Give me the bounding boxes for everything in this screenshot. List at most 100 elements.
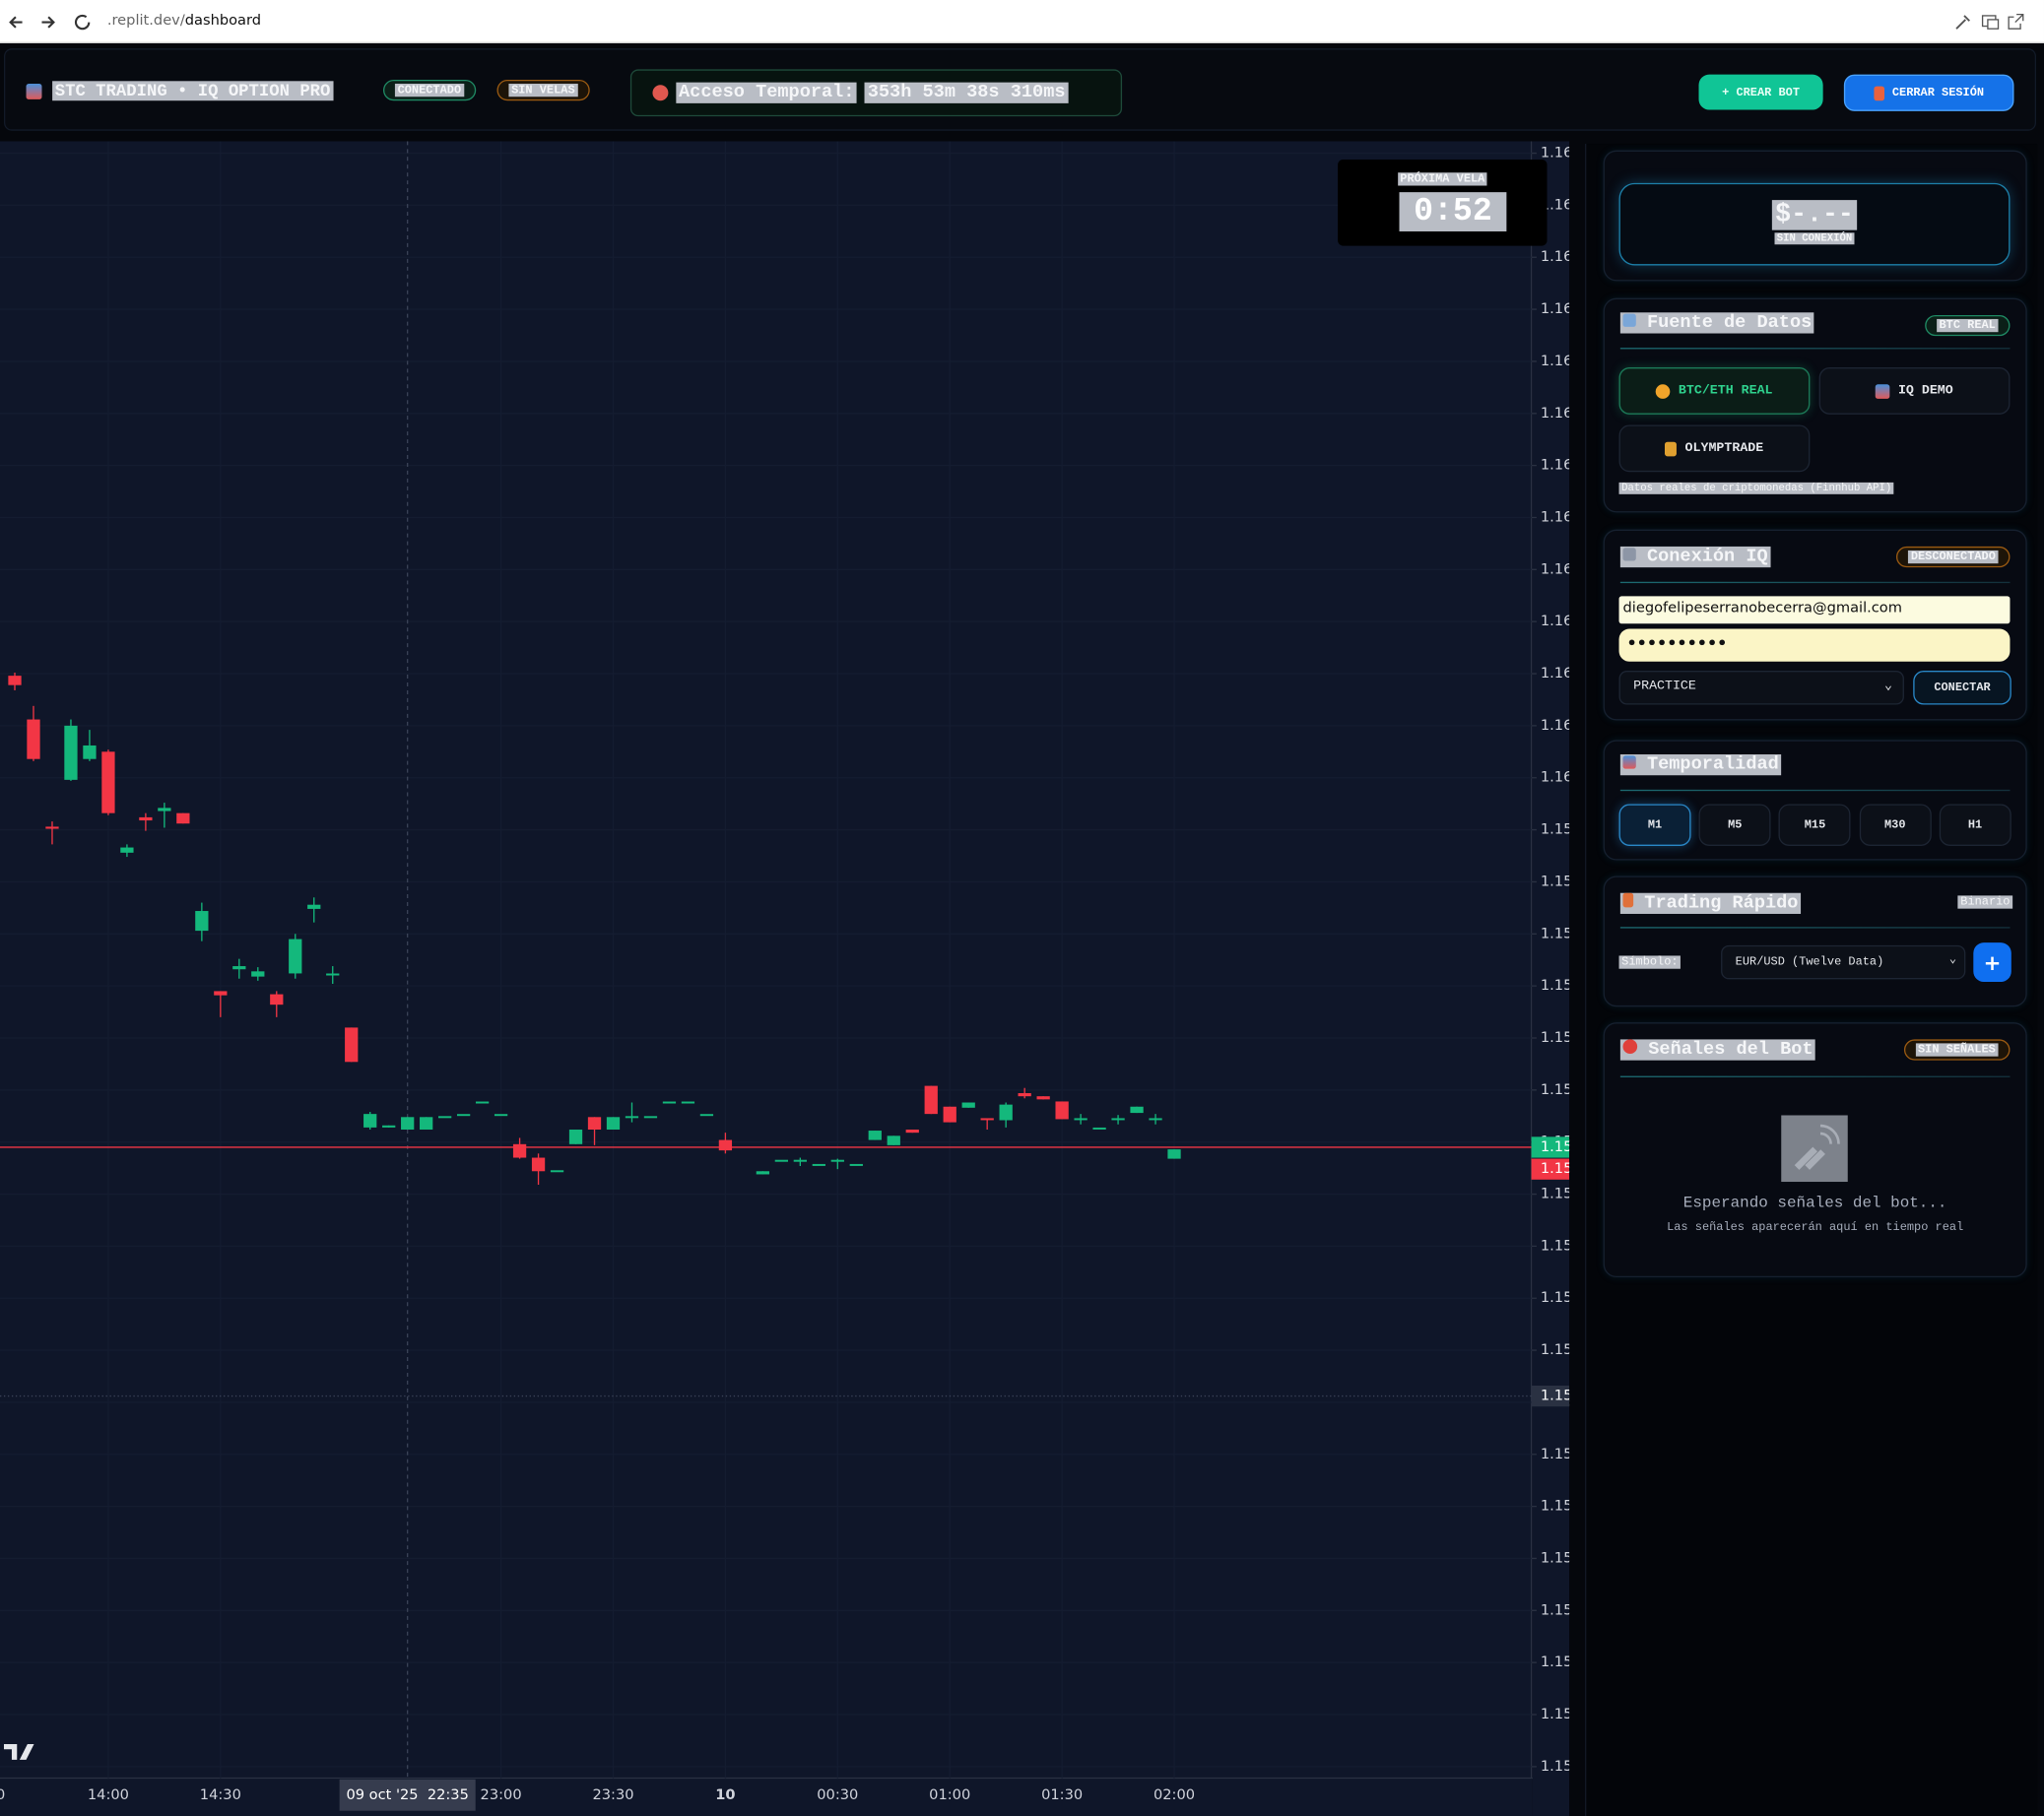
candle-body [1074,1118,1088,1121]
y-tick-label: 1.15 [1541,1446,1569,1462]
countdown-label-row: PRÓXIMA VELA [1338,172,1547,186]
price-marker-label: 1.15 [1541,1160,1569,1177]
logout-button[interactable]: CERRAR SESIÓN [1843,74,2014,111]
card-title: Señales del Bot [1619,1039,1816,1061]
candle-body [251,971,265,977]
source-option[interactable]: OLYMPTRADE [1618,424,1811,473]
symbol-label-row: Símbolo: [1618,955,1681,969]
candle-body [45,826,59,829]
chevron: ⌄ [1883,680,1892,694]
source-option[interactable]: BTC/ETH REAL [1618,367,1811,415]
candle-body [625,1116,639,1119]
title-text: Fuente de Datos [1646,312,1813,334]
candle-body [662,1101,677,1104]
candle-body [905,1129,919,1134]
candle-body [550,1170,564,1173]
candle-body [943,1106,956,1123]
candle-body [1167,1149,1181,1159]
candle-body [494,1114,508,1117]
y-tick-label: 1.16 [1541,353,1569,369]
candle-body [924,1085,938,1115]
candle-body [214,991,228,996]
candle-body [718,1139,733,1151]
time-axis [0,1778,1533,1816]
y-tick-label: 1.15 [1541,977,1569,994]
option-text: BTC/ETH REAL [1678,383,1773,399]
candle-body [849,1163,863,1166]
candle-body [83,745,97,759]
browser-actions[interactable] [1953,12,2034,32]
y-tick-label: 1.16 [1541,508,1569,525]
card-header: Señales del Bot [1619,1039,1816,1061]
candle-body [606,1117,621,1130]
candle-body [774,1159,788,1162]
connect-button[interactable]: CONECTAR [1913,671,2011,705]
add-symbol-button[interactable]: + [1973,942,2011,983]
access-time: 353h 53m 38s 310ms [865,82,1069,103]
y-tick-label: 1.15 [1541,1081,1569,1098]
source-option[interactable]: IQ DEMO [1818,367,2011,415]
timeframe-option[interactable]: M15 [1779,804,1852,846]
candle-body [270,994,284,1005]
candle-body [382,1125,396,1128]
candle-body [1149,1118,1162,1121]
candle-body [101,751,115,813]
crosshair-label-box [339,1779,476,1811]
timeframe-option[interactable]: M5 [1698,804,1771,846]
candle-body [812,1163,825,1166]
url-path: dashboard [184,11,262,30]
icon [1622,548,1636,561]
x-tick-label: 10 [715,1786,735,1803]
timeframe-option[interactable]: M1 [1618,804,1691,846]
price-axis [1532,141,1570,1816]
source-note: Datos reales de criptomonedas (Finnhub A… [1618,482,1894,494]
price-marker-label: 1.15 [1541,1388,1569,1404]
candle-body [438,1116,452,1119]
candle-body [1092,1127,1106,1130]
icon [1665,441,1678,456]
door-icon [1874,85,1884,100]
candle-body [120,847,134,853]
candle-body [195,911,209,932]
badge-text: SIN SEÑALES [1915,1043,1999,1057]
title-text: Señales del Bot [1648,1039,1813,1061]
account-select[interactable]: PRACTICE ⌄ [1618,671,1904,705]
url-host: .replit.dev/ [106,11,185,30]
x-tick-label: 14:00 [88,1786,129,1803]
candle-body [326,973,340,976]
candle-body [8,676,22,685]
signals-badge: SIN SEÑALES [1903,1039,2011,1061]
price-marker [1531,1136,1570,1158]
nav-icons[interactable] [8,12,95,32]
y-tick-label: 1.15 [1541,1237,1569,1254]
candle-body [531,1157,546,1172]
candle-body [1018,1093,1031,1097]
card-title: Conexión IQ [1619,546,1771,568]
card-title: Fuente de Datos [1619,312,1814,334]
email-input[interactable]: diegofelipeserranobecerra@gmail.com [1618,596,2011,624]
create-bot-button[interactable]: + CREAR BOT [1698,74,1823,110]
url[interactable]: .replit.dev/dashboard [107,12,261,29]
symbol-select[interactable]: EUR/USD (Twelve Data) ⌄ [1721,944,1966,980]
countdown-value: 0:52 [1399,192,1507,231]
y-tick-label: 1.16 [1541,145,1569,162]
connection-badge: DESCONECTADO [1896,546,2011,568]
card-header: Temporalidad [1619,754,1782,776]
y-tick-label: 1.15 [1541,1029,1569,1046]
candle-body [176,812,190,824]
icon [1622,1039,1638,1055]
access-label: Acceso Temporal: [676,82,858,103]
symbol-label: Símbolo: [1618,955,1681,969]
y-tick-label: 1.16 [1541,769,1569,786]
timeframe-option[interactable]: H1 [1939,804,2011,846]
password-input[interactable]: •••••••••• [1618,628,2011,662]
badge-text: DESCONECTADO [1908,550,1999,564]
candle-body [1055,1101,1069,1120]
candle-body [887,1135,900,1145]
divider [1619,789,2011,792]
y-tick-label: 1.15 [1541,925,1569,941]
candle-body [793,1159,807,1162]
timeframe-option[interactable]: M30 [1859,804,1932,846]
candle-body [1036,1096,1050,1100]
